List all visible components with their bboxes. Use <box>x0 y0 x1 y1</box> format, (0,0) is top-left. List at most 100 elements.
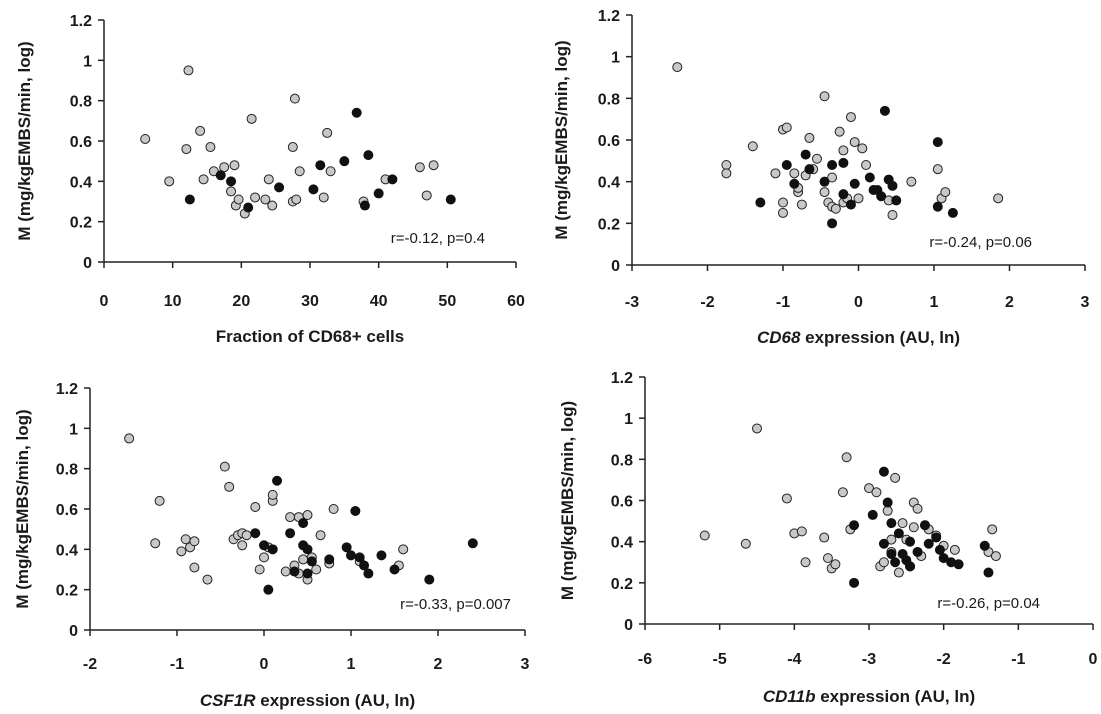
correlation-annotation: r=-0.33, p=0.007 <box>400 596 511 613</box>
data-point-open <box>263 174 274 185</box>
data-point-open <box>183 65 194 76</box>
data-point-filled <box>800 149 811 160</box>
data-point-open <box>672 62 683 73</box>
y-tick-label: 1 <box>83 53 92 70</box>
x-tick-label: 3 <box>1081 294 1090 311</box>
x-tick-label: -1 <box>1011 651 1025 668</box>
data-point-filled <box>938 553 949 564</box>
data-point-open <box>315 530 326 541</box>
data-point-filled <box>289 566 300 577</box>
data-point-filled <box>389 564 400 575</box>
data-point-filled <box>891 195 902 206</box>
y-tick-label: 1 <box>624 411 633 428</box>
data-point-filled <box>838 157 849 168</box>
data-point-open <box>325 166 336 177</box>
x-axis-label: CD11b expression (AU, ln) <box>763 687 975 706</box>
data-point-open <box>740 538 751 549</box>
data-point-open <box>993 193 1004 204</box>
data-point-open <box>882 505 893 516</box>
x-tick-label: -2 <box>937 651 951 668</box>
data-point-open <box>800 557 811 568</box>
data-point-filled <box>876 191 887 202</box>
data-point-filled <box>298 518 309 529</box>
data-point-open <box>878 557 889 568</box>
x-tick-label: 2 <box>434 656 443 673</box>
data-point-open <box>778 207 788 218</box>
data-point-open <box>897 518 908 529</box>
data-point-open <box>164 176 175 187</box>
data-point-filled <box>932 201 943 212</box>
data-point-open <box>202 574 213 585</box>
data-point-open <box>893 567 904 578</box>
data-point-open <box>789 168 800 179</box>
data-point-filled <box>339 156 350 167</box>
data-point-filled <box>243 202 254 213</box>
data-point-open <box>414 162 425 173</box>
data-point-open <box>237 540 248 551</box>
data-point-filled <box>250 528 261 539</box>
data-point-open <box>250 192 261 203</box>
y-tick-label: 0.8 <box>611 452 633 469</box>
data-point-open <box>804 132 815 143</box>
x-tick-label: 30 <box>301 293 319 310</box>
x-tick-label: 2 <box>1005 294 1014 311</box>
data-point-filled <box>226 176 237 187</box>
data-point-filled <box>867 509 878 520</box>
data-point-filled <box>781 160 792 170</box>
data-point-filled <box>879 105 890 116</box>
data-point-filled <box>878 466 889 477</box>
data-point-open <box>195 125 206 136</box>
y-tick-label: 0.2 <box>56 583 78 600</box>
data-point-filled <box>979 540 990 551</box>
x-axis-label-gene: CD68 <box>757 328 801 347</box>
data-point-filled <box>350 506 361 517</box>
data-point-open <box>241 530 252 541</box>
data-point-open <box>864 483 874 494</box>
data-point-open <box>298 554 309 565</box>
data-point-filled <box>886 518 897 529</box>
data-point-filled <box>306 556 317 567</box>
data-point-filled <box>905 536 916 547</box>
data-point-open <box>819 532 830 543</box>
data-point-open <box>752 423 762 434</box>
data-point-filled <box>893 528 904 539</box>
data-point-filled <box>354 552 365 563</box>
x-tick-label: 1 <box>347 656 356 673</box>
x-tick-label: 10 <box>164 293 182 310</box>
data-point-filled <box>324 554 335 565</box>
x-tick-label: 40 <box>370 293 388 310</box>
x-tick-label: 0 <box>260 656 269 673</box>
data-point-open <box>154 495 165 506</box>
x-axis-label: CD68 expression (AU, ln) <box>757 328 960 347</box>
data-point-filled <box>931 532 942 543</box>
data-point-filled <box>363 150 374 161</box>
data-point-filled <box>467 538 478 549</box>
data-point-filled <box>912 546 923 557</box>
data-point-open <box>987 524 998 535</box>
data-point-open <box>908 522 919 533</box>
data-point-open <box>838 145 849 156</box>
data-point-open <box>819 187 830 198</box>
data-point-open <box>233 194 244 205</box>
data-point-open <box>796 199 807 210</box>
data-point-open <box>841 452 852 463</box>
data-point-filled <box>755 197 766 208</box>
data-point-open <box>932 164 943 175</box>
data-point-filled <box>838 189 849 200</box>
data-point-open <box>260 194 271 205</box>
x-tick-label: -4 <box>787 651 801 668</box>
data-point-filled <box>184 194 195 205</box>
data-point-open <box>176 546 187 557</box>
data-point-filled <box>359 200 370 211</box>
data-point-open <box>861 160 872 170</box>
data-point-open <box>328 504 339 514</box>
data-point-open <box>837 487 848 498</box>
data-point-filled <box>789 178 800 189</box>
x-tick-label: 0 <box>100 293 109 310</box>
y-tick-label: 1.2 <box>70 13 92 30</box>
x-tick-label: 3 <box>521 656 530 673</box>
data-point-open <box>289 93 300 104</box>
scatter-panel-csf1r-expression: 0 0.2 0.4 0.6 0.8 1 1.2 -2 -1 0 1 2 3 CSF1R expressio… <box>13 381 530 710</box>
data-point-open <box>180 534 191 545</box>
